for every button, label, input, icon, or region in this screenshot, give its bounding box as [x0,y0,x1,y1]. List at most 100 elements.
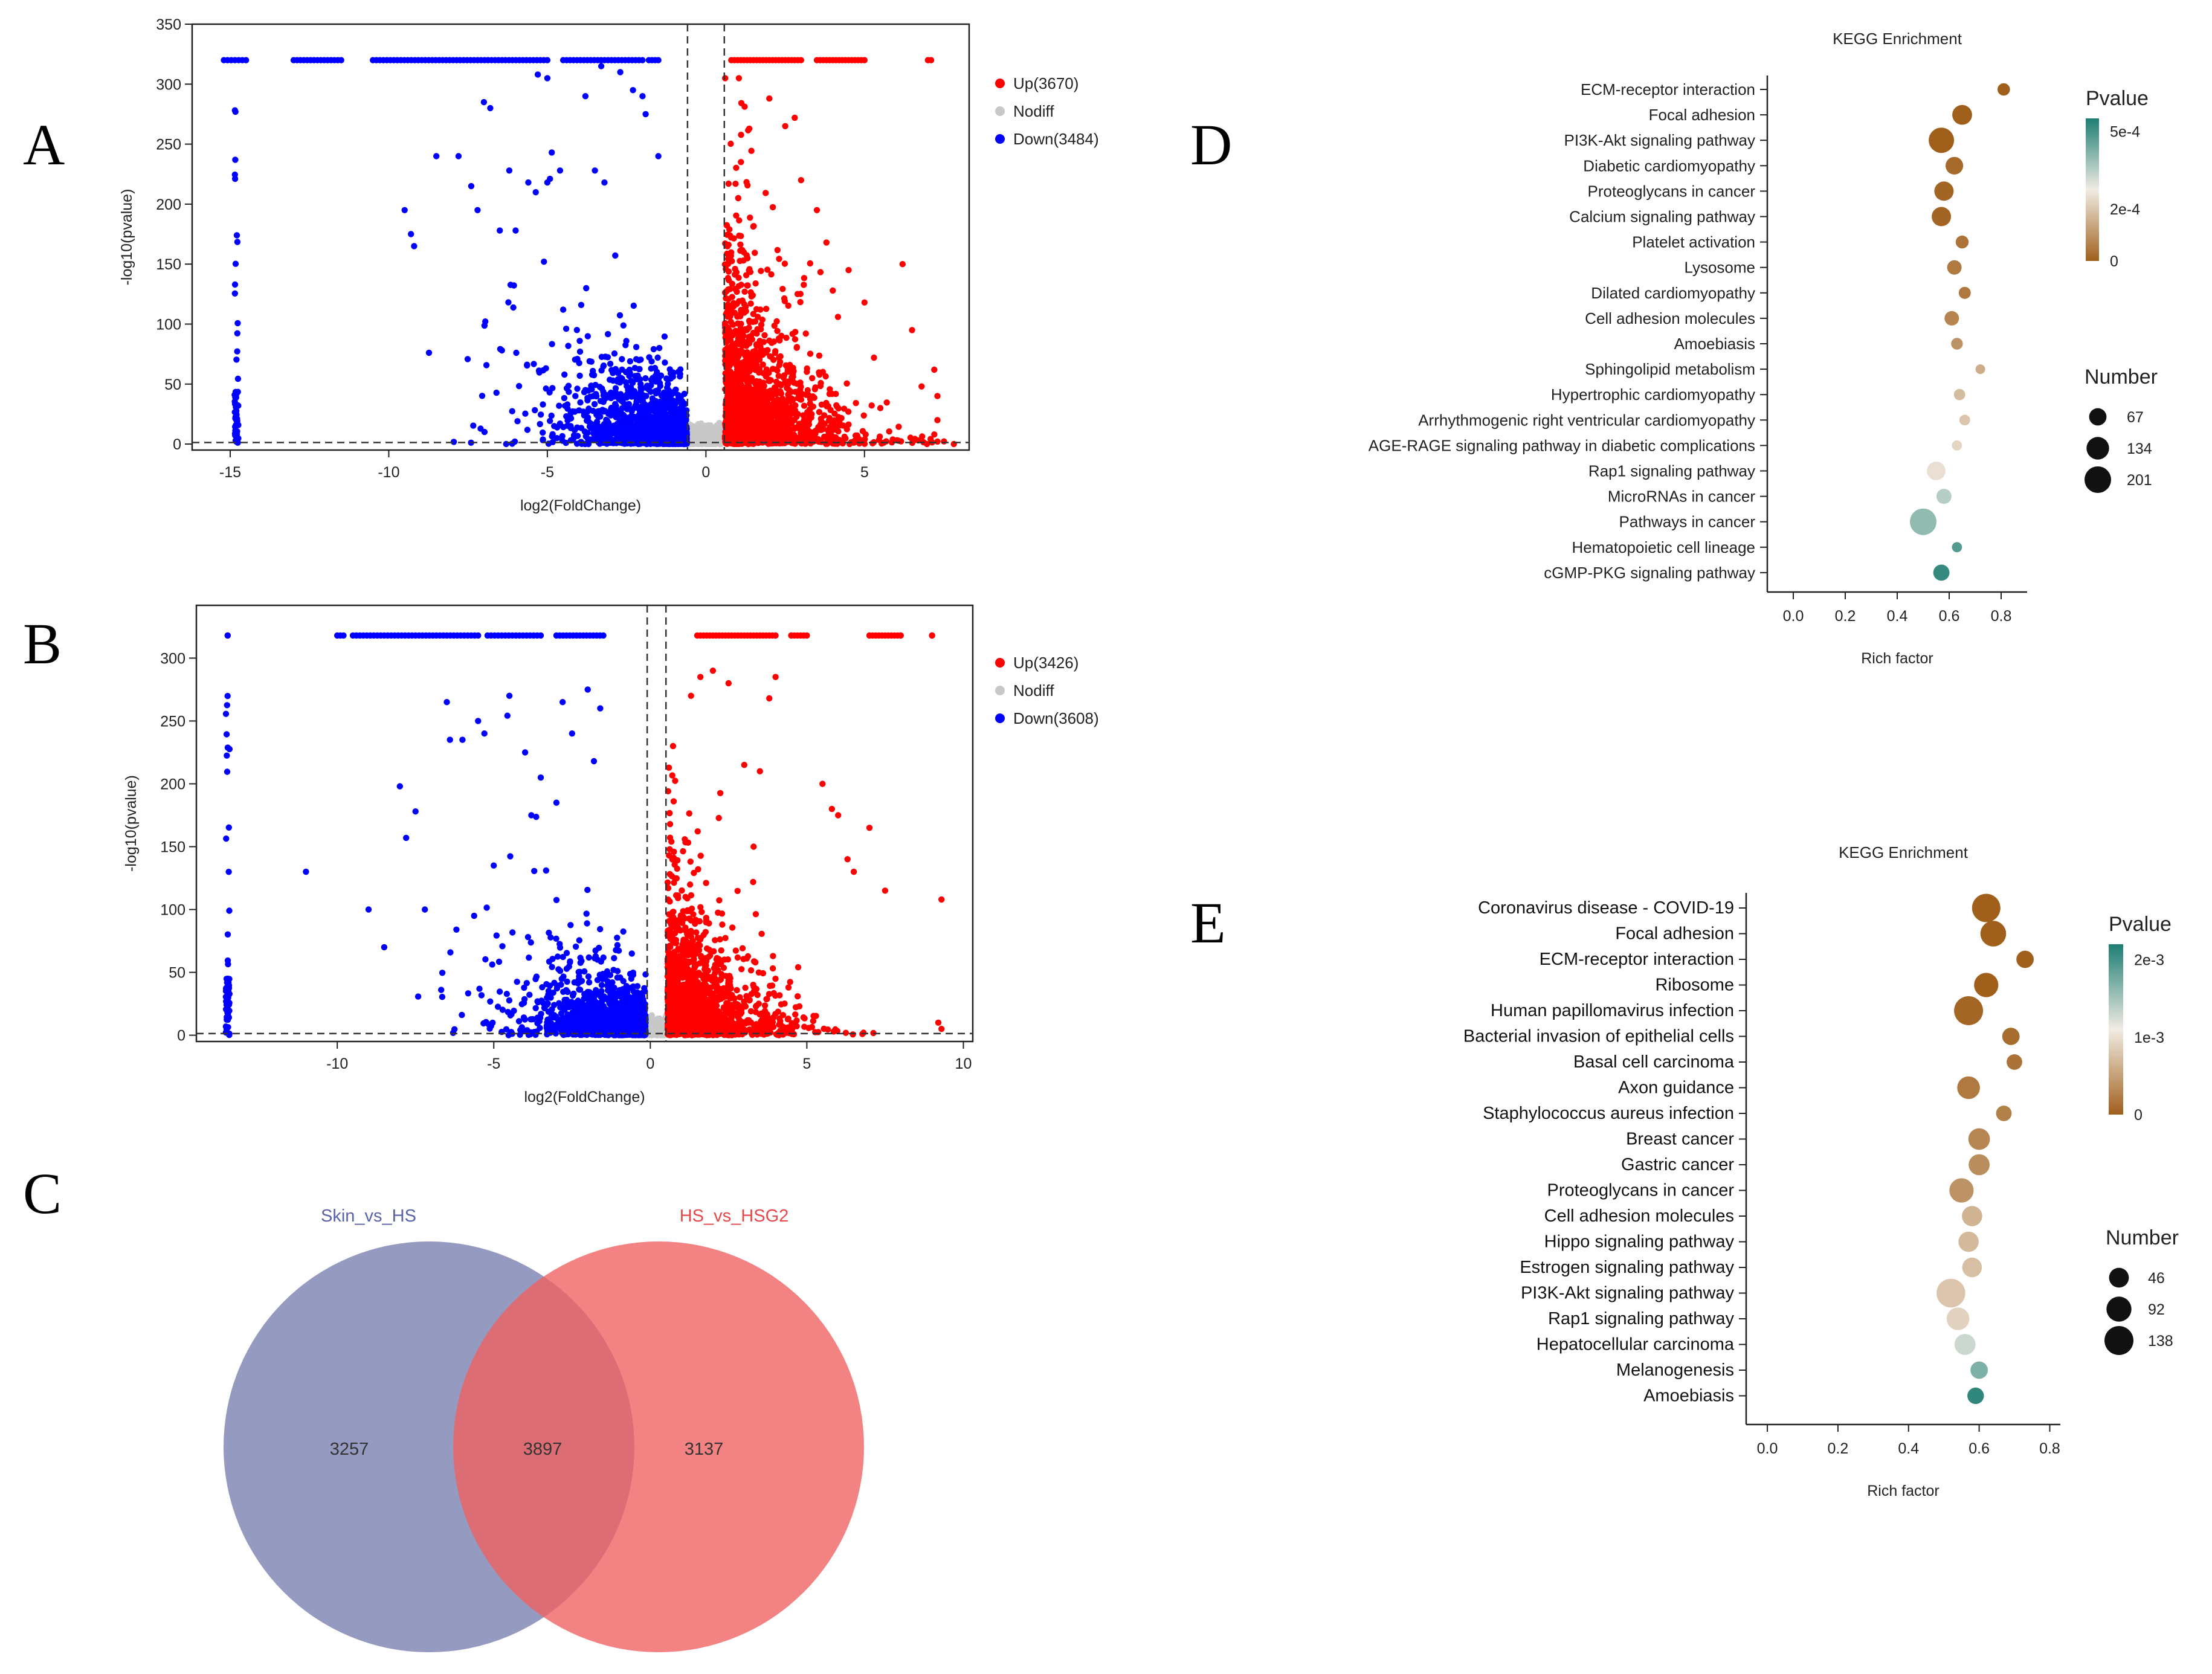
point-up [729,381,736,388]
point-up [738,132,744,138]
point-up [810,403,817,410]
point-down [619,356,625,362]
point-up [762,436,769,443]
x-tick-label: -5 [541,464,554,481]
point-up [752,424,759,431]
point-down [571,427,578,434]
point-up [778,427,784,433]
point-down [481,322,488,329]
point-down [624,436,630,443]
point-up [784,385,791,392]
point-up [803,391,810,398]
point-up [766,370,772,376]
volcano-plot-b: -10 -5 0 5 10050100150200250300log2(FoldChan… [123,604,1099,1106]
point-down [401,207,408,213]
point-up [769,340,775,346]
point-down [540,401,546,408]
point-down [433,153,440,159]
point-down [544,179,551,186]
y-tick-label: 300 [156,76,181,93]
point-down [648,358,655,365]
legend-swatch-up [995,79,1005,88]
point-up [725,295,732,303]
point-up [726,352,734,359]
point-down [563,326,570,332]
point-up [743,403,750,410]
point-up [868,402,875,409]
point-down [617,69,624,76]
point-down [639,57,646,63]
point-up [817,269,824,275]
point-up [899,261,906,268]
point-down [590,372,598,379]
point-up [781,260,788,267]
point-up [744,379,751,386]
point-down [532,189,539,196]
point-down [588,382,595,389]
point-up [774,246,781,254]
point-down [559,306,567,313]
point-up [800,412,807,419]
point-down [487,998,494,1005]
point-up [821,412,828,419]
point-up [883,399,890,406]
point-down [576,338,583,344]
point-up [745,420,752,427]
point-down [497,346,504,352]
point-up [749,351,755,358]
point-down [616,312,624,319]
point-down [677,438,684,445]
point-up [724,275,732,282]
y-tick-label: 350 [156,16,181,33]
point-down [668,430,675,437]
point-down [497,227,503,234]
point-up [744,327,750,333]
point-up [807,350,814,357]
point-up [760,379,767,386]
point-down [580,408,587,415]
point-down [626,373,633,379]
point-down [455,153,462,159]
point-down [599,385,605,392]
point-up [738,326,744,332]
point-down [650,405,656,411]
y-tick-label: 200 [156,196,181,213]
point-down [471,912,477,919]
point-down [234,388,241,395]
point-up [750,223,757,230]
point-up [734,361,741,367]
point-up [766,403,773,410]
point-up [729,413,735,420]
legend-swatch-down [995,134,1005,144]
point-up [834,404,840,410]
plot-frame [191,23,970,451]
point-up [722,361,729,368]
point-down [607,361,614,367]
point-up [856,436,863,442]
point-up [732,181,739,187]
point-up [753,306,760,312]
point-down [232,260,239,267]
point-up [845,266,852,274]
x-tick-label: 5 [860,464,869,481]
point-up [853,400,859,407]
point-up [804,369,810,375]
point-down [510,304,517,311]
point-down [659,438,666,445]
point-down [640,414,647,422]
point-down [507,282,514,288]
point-up [752,318,759,325]
point-up [773,318,780,325]
point-up [738,381,744,388]
point-up [877,405,884,411]
point-down [574,385,581,392]
point-down [483,362,490,369]
point-down [655,57,662,63]
point-down [541,259,547,265]
point-up [837,422,844,428]
point-up [752,249,758,256]
point-down [636,435,643,442]
point-down [621,425,627,432]
point-down [602,353,609,360]
point-down [338,57,344,63]
